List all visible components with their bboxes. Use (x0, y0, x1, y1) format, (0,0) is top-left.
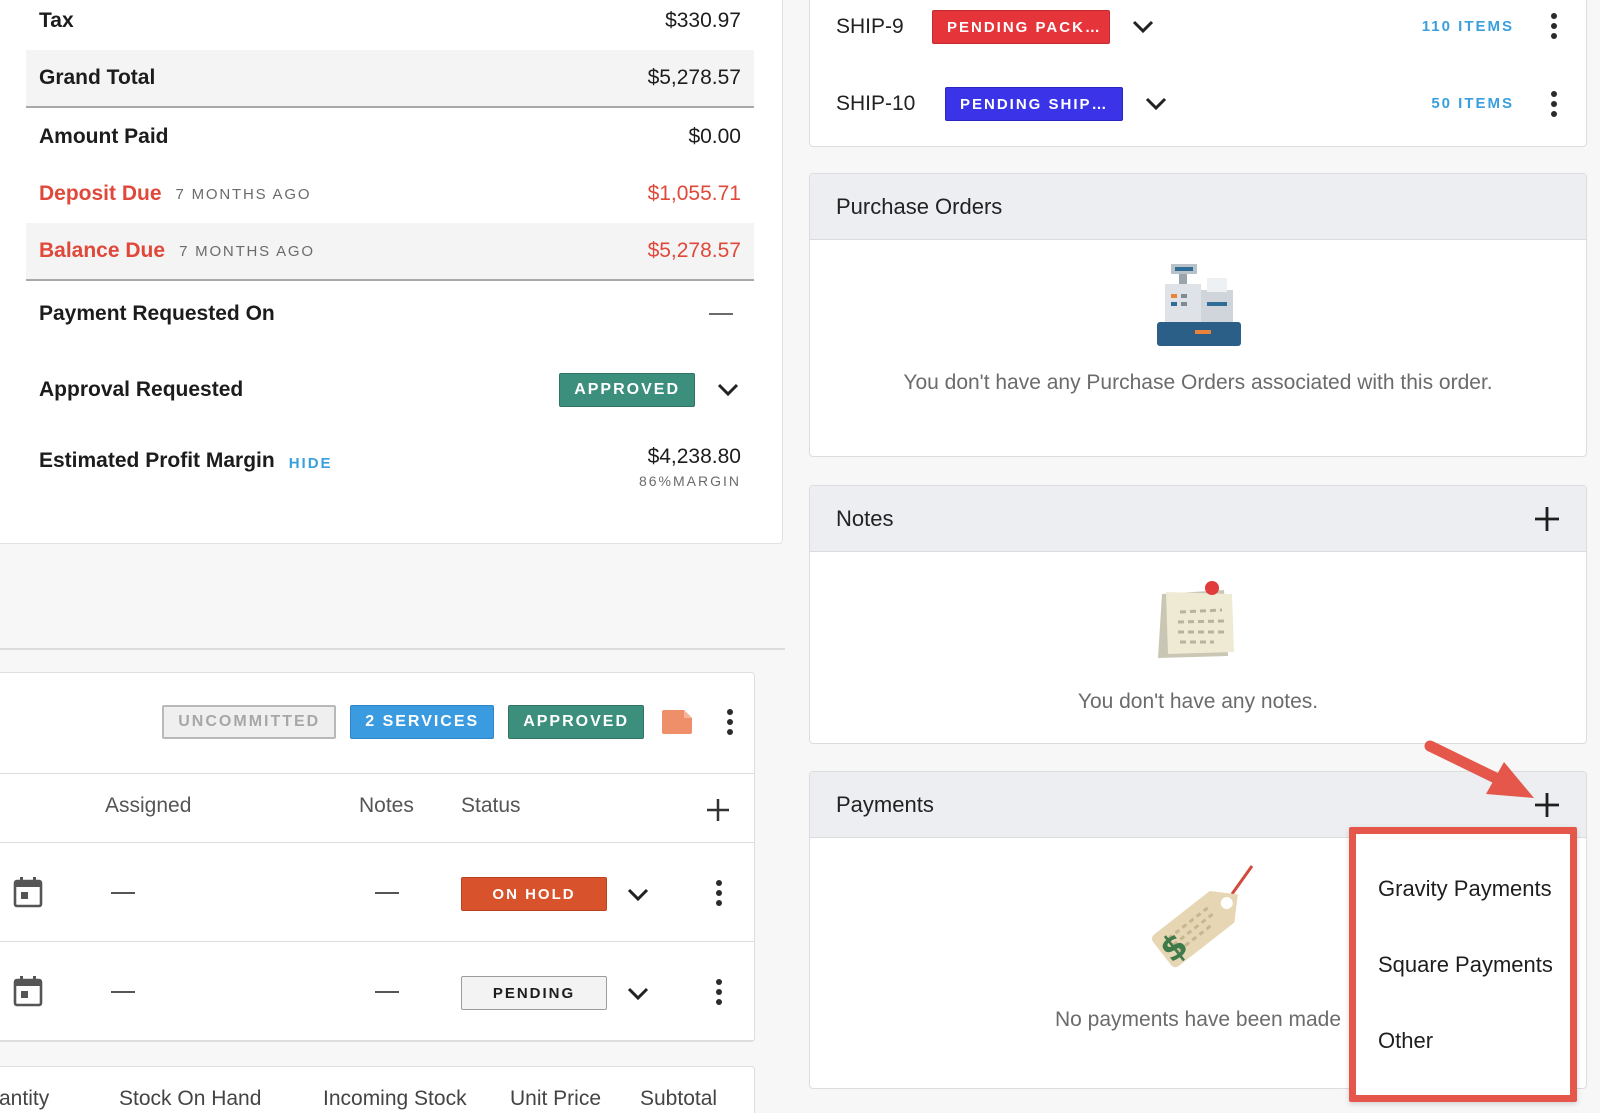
empty-value-dash (709, 313, 733, 315)
row-more-icon[interactable] (715, 880, 723, 906)
amount-paid-row: Amount Paid $0.00 (26, 111, 754, 163)
purchase-orders-card: Purchase Orders You don't have any Purch… (809, 173, 1587, 457)
purchase-orders-empty-text: You don't have any Purchase Orders assoc… (903, 371, 1493, 394)
payments-empty-text: No payments have been made (1054, 1008, 1341, 1031)
purchase-orders-title: Purchase Orders (836, 193, 1003, 219)
price-tag-icon: $ (1140, 864, 1260, 985)
payments-title: Payments (836, 791, 934, 817)
shipment-more-icon[interactable] (1550, 13, 1558, 39)
uncommitted-badge: UNCOMMITTED (162, 705, 337, 739)
notes-header: Notes (810, 486, 1586, 552)
col-status: Status (461, 794, 521, 817)
shipment-row[interactable]: SHIP-9 PENDING PACK… (836, 10, 1156, 44)
services-card: UNCOMMITTED 2 SERVICES APPROVED Assigned… (0, 672, 755, 1042)
grand-total-row: Grand Total $5,278.57 (26, 50, 754, 108)
deposit-due-ago: 7 MONTHS AGO (175, 185, 312, 203)
notes-empty-dash (375, 991, 399, 993)
services-table-header: Assigned Notes Status (0, 773, 754, 843)
balance-due-label: Balance Due (39, 239, 166, 262)
deposit-due-label: Deposit Due (39, 182, 162, 205)
add-payment-icon[interactable] (1534, 792, 1560, 818)
add-note-icon[interactable] (1534, 506, 1560, 532)
cash-register-icon (1157, 264, 1241, 351)
notes-empty-dash (375, 892, 399, 894)
menu-item-square-payments[interactable]: Square Payments (1378, 952, 1553, 977)
deposit-due-row: Deposit Due 7 MONTHS AGO $1,055.71 (26, 169, 754, 219)
col-subtotal: Subtotal (640, 1087, 718, 1110)
col-incoming-stock: Incoming Stock (323, 1087, 467, 1110)
chevron-down-icon[interactable] (627, 888, 649, 907)
chevron-down-icon[interactable] (715, 377, 741, 403)
add-service-icon[interactable] (705, 797, 731, 828)
chevron-down-icon[interactable] (627, 987, 649, 1006)
status-badge[interactable]: PENDING (461, 976, 607, 1010)
col-quantity: antity (0, 1087, 50, 1110)
services-tag-bar: UNCOMMITTED 2 SERVICES APPROVED (162, 705, 734, 739)
balance-due-ago: 7 MONTHS AGO (179, 242, 315, 260)
chevron-down-icon[interactable] (1143, 91, 1169, 117)
approval-status-badge[interactable]: APPROVED (559, 373, 695, 407)
grand-total-label: Grand Total (39, 66, 156, 89)
table-row: ON HOLD (0, 844, 754, 942)
amount-paid-value: $0.00 (688, 125, 741, 148)
calendar-icon[interactable] (13, 975, 43, 1012)
approval-requested-row: Approval Requested APPROVED (26, 365, 754, 415)
col-unit-price: Unit Price (510, 1087, 602, 1110)
hide-profit-link[interactable]: HIDE (288, 455, 333, 472)
shipment-items-link[interactable]: 110 ITEMS (1421, 18, 1514, 35)
payment-method-menu: Gravity Payments Square Payments Other (1349, 827, 1577, 1102)
order-totals-card: Tax $330.97 Grand Total $5,278.57 Amount… (0, 0, 783, 544)
col-assigned: Assigned (105, 794, 192, 817)
annotation-arrow-icon (1424, 740, 1540, 807)
assigned-empty-dash (111, 991, 135, 993)
notes-card: Notes You don't have any notes. (809, 485, 1587, 744)
deposit-due-value: $1,055.71 (647, 182, 741, 205)
shipment-id: SHIP-10 (836, 92, 916, 115)
shipment-status-badge[interactable]: PENDING SHIP… (945, 87, 1123, 121)
shipment-row[interactable]: SHIP-10 PENDING SHIP… (836, 87, 1169, 121)
shipment-items-link[interactable]: 50 ITEMS (1431, 95, 1514, 112)
payment-requested-row: Payment Requested On (26, 289, 754, 339)
section-divider (0, 648, 785, 650)
tax-row: Tax $330.97 (26, 1, 754, 41)
col-stock-on-hand: Stock On Hand (119, 1087, 262, 1110)
row-more-icon[interactable] (715, 979, 723, 1005)
amount-paid-label: Amount Paid (39, 125, 169, 148)
line-items-table-header: antity Stock On Hand Incoming Stock Unit… (0, 1066, 755, 1113)
balance-due-row: Balance Due 7 MONTHS AGO $5,278.57 (26, 223, 754, 281)
services-approved-badge[interactable]: APPROVED (508, 705, 644, 739)
shipment-status-badge[interactable]: PENDING PACK… (932, 10, 1110, 44)
assigned-empty-dash (111, 892, 135, 894)
shipment-more-icon[interactable] (1550, 91, 1558, 117)
table-row: PENDING (0, 943, 754, 1041)
shipments-card: SHIP-9 PENDING PACK… 110 ITEMS SHIP-10 P… (809, 0, 1587, 147)
col-notes: Notes (359, 794, 414, 817)
sticky-note-icon (1154, 580, 1240, 667)
services-count-badge[interactable]: 2 SERVICES (350, 705, 495, 739)
purchase-orders-header: Purchase Orders (810, 174, 1586, 240)
notes-empty-text: You don't have any notes. (1077, 690, 1319, 713)
chevron-down-icon[interactable] (1130, 14, 1156, 40)
menu-item-other[interactable]: Other (1378, 1028, 1434, 1053)
profit-margin-value: $4,238.80 (647, 445, 741, 468)
shipment-id: SHIP-9 (836, 15, 904, 38)
profit-margin-row: Estimated Profit Margin HIDE $4,238.80 8… (26, 445, 754, 505)
calendar-icon[interactable] (13, 876, 43, 913)
services-more-icon[interactable] (726, 709, 734, 735)
payment-requested-label: Payment Requested On (39, 302, 275, 325)
profit-margin-percent: 86%MARGIN (638, 473, 741, 489)
grand-total-value: $5,278.57 (647, 66, 741, 89)
document-icon[interactable] (660, 708, 694, 736)
approval-requested-label: Approval Requested (39, 378, 244, 401)
profit-margin-label: Estimated Profit Margin (39, 449, 275, 472)
tax-label: Tax (39, 9, 74, 32)
status-badge[interactable]: ON HOLD (461, 877, 607, 911)
menu-item-gravity-payments[interactable]: Gravity Payments (1378, 876, 1552, 901)
notes-title: Notes (836, 505, 894, 531)
balance-due-value: $5,278.57 (647, 239, 741, 262)
tax-value: $330.97 (665, 9, 741, 32)
